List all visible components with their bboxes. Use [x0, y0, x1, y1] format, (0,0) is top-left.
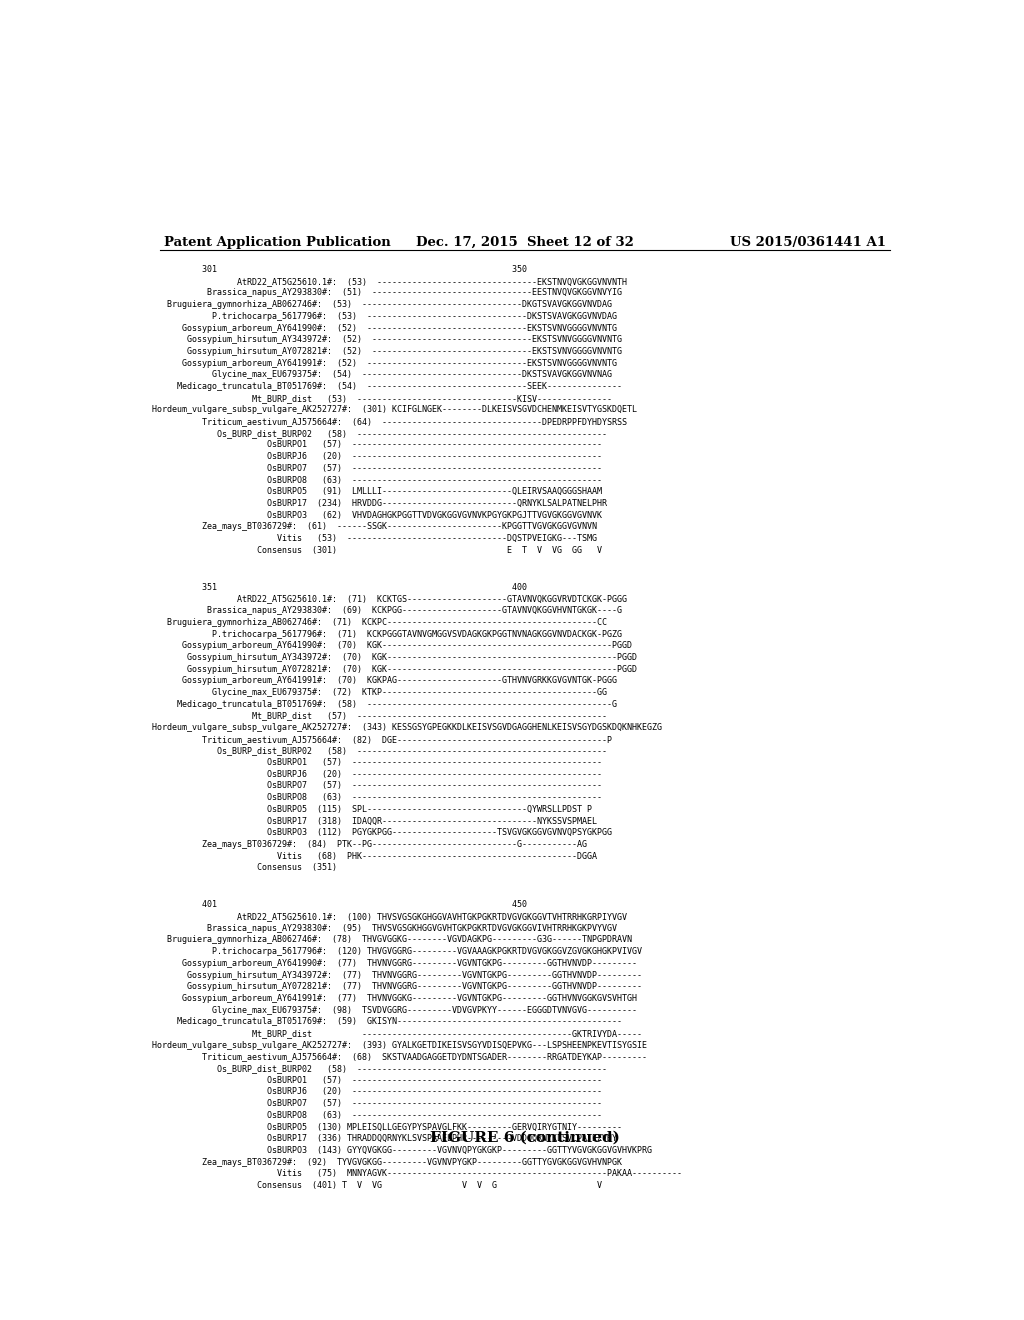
- Text: OsBURP17  (336) THRADDQQRNYKLSVSPAAELPHR---------VDDQQRNYKLSVLPATEZVHY: OsBURP17 (336) THRADDQQRNYKLSVSPAAELPHR-…: [152, 1134, 616, 1143]
- Text: OsBURPO1   (57)  --------------------------------------------------: OsBURPO1 (57) --------------------------…: [152, 441, 602, 449]
- Text: Mt_BURP_dist          ------------------------------------------GKTRIVYDA-----: Mt_BURP_dist ---------------------------…: [152, 1030, 642, 1038]
- Text: OsBURPJ6   (20)  --------------------------------------------------: OsBURPJ6 (20) --------------------------…: [152, 1088, 602, 1097]
- Text: OsBURPO8   (63)  --------------------------------------------------: OsBURPO8 (63) --------------------------…: [152, 1110, 602, 1119]
- Text: Consensus  (351): Consensus (351): [152, 863, 337, 873]
- Text: Consensus  (401) T  V  VG                V  V  G                    V: Consensus (401) T V VG V V G V: [152, 1181, 602, 1189]
- Text: Zea_mays_BT036729#:  (84)  PTK--PG-----------------------------G-----------AG: Zea_mays_BT036729#: (84) PTK--PG--------…: [152, 840, 587, 849]
- Text: Vitis   (68)  PHK-------------------------------------------DGGA: Vitis (68) PHK--------------------------…: [152, 851, 597, 861]
- Text: Gossypium_arboreum_AY641990#:  (77)  THVNVGGRG---------VGVNTGKPG---------GGTHVNV: Gossypium_arboreum_AY641990#: (77) THVNV…: [152, 958, 637, 968]
- Text: Consensus  (301)                                  E  T  V  VG  GG   V: Consensus (301) E T V VG GG V: [152, 545, 602, 554]
- Text: Mt_BURP_dist   (57)  --------------------------------------------------: Mt_BURP_dist (57) ----------------------…: [152, 711, 607, 721]
- Text: FIGURE 6 (continued): FIGURE 6 (continued): [430, 1130, 620, 1144]
- Text: OsBURPO5  (130) MPLEISQLLGEGYPYSPAVGLFKK---------GERVQIRYGTNIY---------: OsBURPO5 (130) MPLEISQLLGEGYPYSPAVGLFKK-…: [152, 1122, 622, 1131]
- Text: Patent Application Publication: Patent Application Publication: [164, 236, 390, 248]
- Text: Zea_mays_BT036729#:  (61)  ------SSGK-----------------------KPGGTTVGVGKGGVGVNVN: Zea_mays_BT036729#: (61) ------SSGK-----…: [152, 523, 597, 531]
- Text: Gossypium_arboreum_AY641991#:  (70)  KGKPAG---------------------GTHVNVGRKKGVGVNT: Gossypium_arboreum_AY641991#: (70) KGKPA…: [152, 676, 616, 685]
- Text: P.trichocarpa_5617796#:  (71)  KCKPGGGTAVNVGMGGVSVDAGKGKPGGTNVNAGKGGVNVDACKGK-PG: P.trichocarpa_5617796#: (71) KCKPGGGTAVN…: [152, 630, 622, 639]
- Text: OsBURPO5  (115)  SPL--------------------------------QYWRSLLPDST P: OsBURPO5 (115) SPL----------------------…: [152, 805, 592, 814]
- Text: Triticum_aestivum_AJ575664#:  (64)  --------------------------------DPEDRPPFDYHD: Triticum_aestivum_AJ575664#: (64) ------…: [152, 417, 627, 426]
- Text: US 2015/0361441 A1: US 2015/0361441 A1: [730, 236, 886, 248]
- Text: Bruguiera_gymnorhiza_AB062746#:  (71)  KCKPC------------------------------------: Bruguiera_gymnorhiza_AB062746#: (71) KCK…: [152, 618, 607, 627]
- Text: Brassica_napus_AY293830#:  (95)  THVSVGSGKHGGVGVHTGKPGKRTDVGVGKGGVIVHTRRHKGKPVYV: Brassica_napus_AY293830#: (95) THVSVGSGK…: [152, 924, 616, 933]
- Text: OsBURPO7   (57)  --------------------------------------------------: OsBURPO7 (57) --------------------------…: [152, 1100, 602, 1107]
- Text: Dec. 17, 2015  Sheet 12 of 32: Dec. 17, 2015 Sheet 12 of 32: [416, 236, 634, 248]
- Text: Gossypium_hirsutum_AY072821#:  (52)  --------------------------------EKSTSVNVGGG: Gossypium_hirsutum_AY072821#: (52) -----…: [152, 347, 622, 356]
- Text: Medicago_truncatula_BT051769#:  (58)  ------------------------------------------: Medicago_truncatula_BT051769#: (58) ----…: [152, 700, 616, 709]
- Text: Os_BURP_dist_BURP02   (58)  --------------------------------------------------: Os_BURP_dist_BURP02 (58) ---------------…: [152, 1064, 607, 1073]
- Text: Zea_mays_BT036729#:  (92)  TYVGVGKGG---------VGVNVPYGKP---------GGTTYGVGKGGVGVHV: Zea_mays_BT036729#: (92) TYVGVGKGG------…: [152, 1158, 622, 1167]
- Text: Mt_BURP_dist   (53)  --------------------------------KISV---------------: Mt_BURP_dist (53) ----------------------…: [152, 393, 611, 403]
- Text: AtRD22_AT5G25610.1#:  (53)  --------------------------------EKSTNVQVGKGGVNVNTH: AtRD22_AT5G25610.1#: (53) --------------…: [152, 277, 627, 286]
- Text: Gossypium_arboreum_AY641990#:  (70)  KGK----------------------------------------: Gossypium_arboreum_AY641990#: (70) KGK--…: [152, 642, 632, 651]
- Text: OsBURP17  (318)  IDAQQR-------------------------------NYKSSVSPMAEL: OsBURP17 (318) IDAQQR-------------------…: [152, 817, 597, 825]
- Text: Medicago_truncatula_BT051769#:  (59)  GKISYN------------------------------------: Medicago_truncatula_BT051769#: (59) GKIS…: [152, 1018, 622, 1026]
- Text: AtRD22_AT5G25610.1#:  (100) THVSVGSGKGHGGVAVHTGKPGKRTDVGVGKGGVTVHTRRHKGRPIYVGV: AtRD22_AT5G25610.1#: (100) THVSVGSGKGHGG…: [152, 912, 627, 921]
- Text: OsBURPO3  (143) GYYQVGKGG---------VGVNVQPYGKGKP---------GGTTYVGVGKGGVGVHVKPRG: OsBURPO3 (143) GYYQVGKGG---------VGVNVQP…: [152, 1146, 652, 1155]
- Text: Vitis   (75)  MNNYAGVK--------------------------------------------PAKAA---------: Vitis (75) MNNYAGVK---------------------…: [152, 1170, 682, 1179]
- Text: OsBURPO1   (57)  --------------------------------------------------: OsBURPO1 (57) --------------------------…: [152, 1076, 602, 1085]
- Text: 351                                                           400: 351 400: [152, 582, 526, 591]
- Text: OsBURPO1   (57)  --------------------------------------------------: OsBURPO1 (57) --------------------------…: [152, 758, 602, 767]
- Text: Os_BURP_dist_BURP02   (58)  --------------------------------------------------: Os_BURP_dist_BURP02 (58) ---------------…: [152, 429, 607, 438]
- Text: OsBURPO3   (62)  VHVDAGHGKPGGTTVDVGKGGVGVNVKPGYGKPGJTTVGVGKGGVGVNVK: OsBURPO3 (62) VHVDAGHGKPGGTTVDVGKGGVGVNV…: [152, 511, 602, 520]
- Text: Bruguiera_gymnorhiza_AB062746#:  (53)  --------------------------------DKGTSVAVG: Bruguiera_gymnorhiza_AB062746#: (53) ---…: [152, 300, 611, 309]
- Text: Gossypium_arboreum_AY641991#:  (52)  --------------------------------EKSTSVNVGGG: Gossypium_arboreum_AY641991#: (52) -----…: [152, 359, 616, 368]
- Text: Hordeum_vulgare_subsp_vulgare_AK252727#:  (343) KESSGSYGPEGKKDLKEISVSGVDGAGGHENL: Hordeum_vulgare_subsp_vulgare_AK252727#:…: [152, 723, 662, 733]
- Text: Os_BURP_dist_BURP02   (58)  --------------------------------------------------: Os_BURP_dist_BURP02 (58) ---------------…: [152, 746, 607, 755]
- Text: Gossypium_hirsutum_AY343972#:  (77)  THVNVGGRG---------VGVNTGKPG---------GGTHVNV: Gossypium_hirsutum_AY343972#: (77) THVNV…: [152, 970, 642, 979]
- Text: Gossypium_hirsutum_AY343972#:  (70)  KGK----------------------------------------: Gossypium_hirsutum_AY343972#: (70) KGK--…: [152, 653, 637, 661]
- Text: OsBURPO7   (57)  --------------------------------------------------: OsBURPO7 (57) --------------------------…: [152, 463, 602, 473]
- Text: Gossypium_hirsutum_AY072821#:  (70)  KGK----------------------------------------: Gossypium_hirsutum_AY072821#: (70) KGK--…: [152, 664, 637, 673]
- Text: 401                                                           450: 401 450: [152, 900, 526, 909]
- Text: Glycine_max_EU679375#:  (72)  KTKP-------------------------------------------GG: Glycine_max_EU679375#: (72) KTKP--------…: [152, 688, 607, 697]
- Text: P.trichocarpa_5617796#:  (120) THVGVGGRG---------VGVAAAGKPGKRTDVGVGKGGVZGVGKGHGK: P.trichocarpa_5617796#: (120) THVGVGGRG-…: [152, 948, 642, 956]
- Text: Glycine_max_EU679375#:  (54)  --------------------------------DKSTSVAVGKGGVNVNAG: Glycine_max_EU679375#: (54) ------------…: [152, 371, 611, 379]
- Text: Brassica_napus_AY293830#:  (69)  KCKPGG--------------------GTAVNVQKGGVHVNTGKGK--: Brassica_napus_AY293830#: (69) KCKPGG---…: [152, 606, 622, 615]
- Text: Gossypium_arboreum_AY641991#:  (77)  THVNVGGKG---------VGVNTGKPG---------GGTHVNV: Gossypium_arboreum_AY641991#: (77) THVNV…: [152, 994, 637, 1003]
- Text: OsBURPO5   (91)  LMLLLI--------------------------QLEIRVSAAQGGGSHAAM: OsBURPO5 (91) LMLLLI--------------------…: [152, 487, 602, 496]
- Text: OsBURPO8   (63)  --------------------------------------------------: OsBURPO8 (63) --------------------------…: [152, 475, 602, 484]
- Text: Vitis   (53)  --------------------------------DQSTPVEIGKG---TSMG: Vitis (53) -----------------------------…: [152, 535, 597, 543]
- Text: OsBURPJ6   (20)  --------------------------------------------------: OsBURPJ6 (20) --------------------------…: [152, 453, 602, 461]
- Text: OsBURP17  (234)  HRVDDG---------------------------QRNYKLSALPATNELPHR: OsBURP17 (234) HRVDDG-------------------…: [152, 499, 607, 508]
- Text: Gossypium_hirsutum_AY343972#:  (52)  --------------------------------EKSTSVNVGGG: Gossypium_hirsutum_AY343972#: (52) -----…: [152, 335, 622, 345]
- Text: OsBURPO8   (63)  --------------------------------------------------: OsBURPO8 (63) --------------------------…: [152, 793, 602, 803]
- Text: Glycine_max_EU679375#:  (98)  TSVDVGGRG---------VDVGVPKYY------EGGGDTVNVGVG-----: Glycine_max_EU679375#: (98) TSVDVGGRG---…: [152, 1006, 637, 1015]
- Text: Gossypium_hirsutum_AY072821#:  (77)  THVNVGGRG---------VGVNTGKPG---------GGTHVNV: Gossypium_hirsutum_AY072821#: (77) THVNV…: [152, 982, 642, 991]
- Text: Hordeum_vulgare_subsp_vulgare_AK252727#:  (393) GYALKGETDIKEISVSGYVDISQEPVKG---L: Hordeum_vulgare_subsp_vulgare_AK252727#:…: [152, 1040, 647, 1049]
- Text: Triticum_aestivum_AJ575664#:  (68)  SKSTVAADGAGGETDYDNTSGADER--------RRGATDEYKAP: Triticum_aestivum_AJ575664#: (68) SKSTVA…: [152, 1052, 647, 1061]
- Text: Gossypium_arboreum_AY641990#:  (52)  --------------------------------EKSTSVNVGGG: Gossypium_arboreum_AY641990#: (52) -----…: [152, 323, 616, 333]
- Text: OsBURPJ6   (20)  --------------------------------------------------: OsBURPJ6 (20) --------------------------…: [152, 770, 602, 779]
- Text: OsBURPO3  (112)  PGYGKPGG---------------------TSVGVGKGGVGVNVQPSYGKPGG: OsBURPO3 (112) PGYGKPGG-----------------…: [152, 828, 611, 837]
- Text: Hordeum_vulgare_subsp_vulgare_AK252727#:  (301) KCIFGLNGEK--------DLKEISVSGVDCHE: Hordeum_vulgare_subsp_vulgare_AK252727#:…: [152, 405, 637, 414]
- Text: Bruguiera_gymnorhiza_AB062746#:  (78)  THVGVGGKG--------VGVDAGKPG---------G3G---: Bruguiera_gymnorhiza_AB062746#: (78) THV…: [152, 936, 632, 944]
- Text: Brassica_napus_AY293830#:  (51)  --------------------------------EESTNVQVGKGGVNV: Brassica_napus_AY293830#: (51) ---------…: [152, 289, 622, 297]
- Text: Medicago_truncatula_BT051769#:  (54)  --------------------------------SEEK------: Medicago_truncatula_BT051769#: (54) ----…: [152, 381, 622, 391]
- Text: P.trichocarpa_5617796#:  (53)  --------------------------------DKSTSVAVGKGGVNVDA: P.trichocarpa_5617796#: (53) -----------…: [152, 312, 616, 321]
- Text: 301                                                           350: 301 350: [152, 265, 526, 275]
- Text: Triticum_aestivum_AJ575664#:  (82)  DGE-----------------------------------------: Triticum_aestivum_AJ575664#: (82) DGE---…: [152, 735, 611, 743]
- Text: AtRD22_AT5G25610.1#:  (71)  KCKTGS--------------------GTAVNVQKGGVRVDTCKGK-PGGG: AtRD22_AT5G25610.1#: (71) KCKTGS--------…: [152, 594, 627, 603]
- Text: OsBURPO7   (57)  --------------------------------------------------: OsBURPO7 (57) --------------------------…: [152, 781, 602, 791]
